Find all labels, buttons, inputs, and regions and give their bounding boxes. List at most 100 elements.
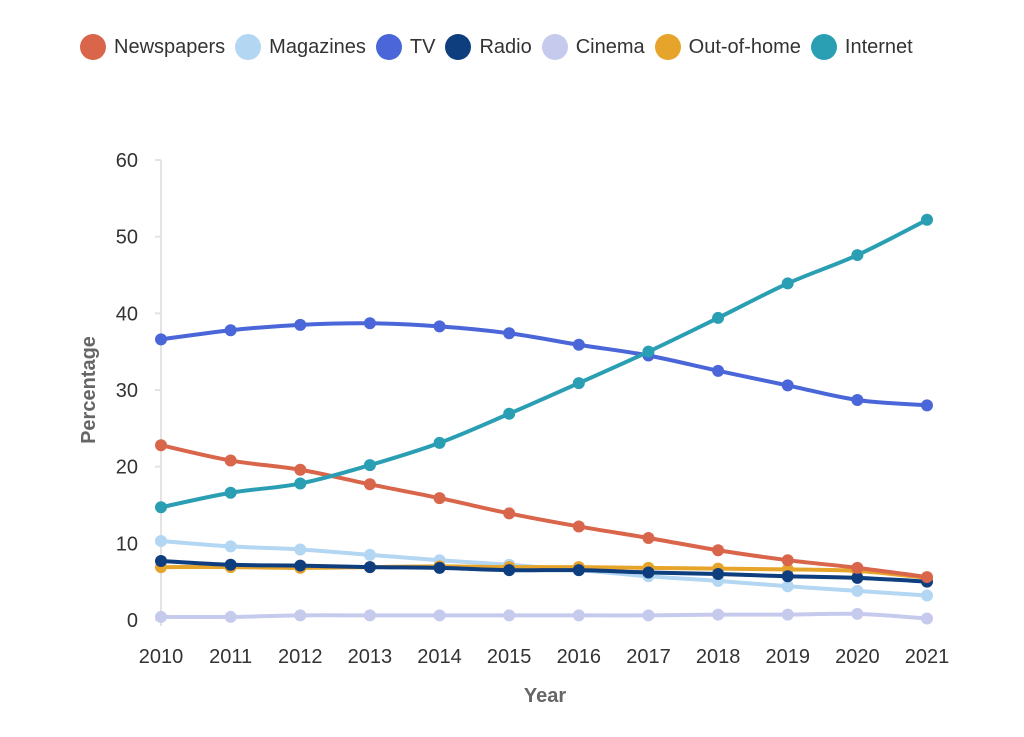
x-tick-label: 2013 [348, 646, 393, 668]
y-tick-label: 60 [116, 150, 138, 172]
series-line-cinema [160, 611, 928, 621]
legend-label: Magazines [269, 35, 366, 58]
data-point-newspapers [155, 439, 167, 452]
legend-item-out-of-home[interactable]: Out-of-home [654, 33, 801, 61]
data-point-newspapers [572, 520, 585, 533]
data-point-radio [294, 559, 307, 572]
x-tick-label: 2017 [626, 646, 671, 668]
data-point-newspapers [363, 478, 376, 491]
data-point-radio [781, 570, 794, 583]
series-line-tv [160, 321, 928, 408]
legend-swatch [375, 34, 402, 60]
data-point-cinema [155, 610, 167, 623]
legend: Newspapers Magazines TV Radio Cinema Out-of-h… [80, 33, 940, 61]
y-tick-label: 0 [127, 610, 138, 632]
data-point-cinema [642, 609, 655, 622]
legend-swatch [541, 34, 568, 60]
data-point-internet [921, 213, 933, 226]
y-tick-label: 10 [116, 533, 138, 555]
data-point-internet [294, 477, 307, 490]
legend-label: Internet [844, 35, 913, 58]
series-line-internet [160, 218, 928, 510]
data-point-radio [155, 554, 167, 567]
data-point-tv [572, 338, 585, 351]
data-point-radio [712, 568, 725, 580]
data-point-cinema [781, 608, 794, 621]
data-point-cinema [572, 609, 585, 622]
data-point-newspapers [712, 544, 725, 557]
legend-item-magazines[interactable]: Magazines [235, 33, 366, 61]
data-point-cinema [921, 612, 933, 625]
x-tick-label: 2018 [696, 646, 741, 668]
data-point-internet [642, 345, 655, 358]
legend-item-internet[interactable]: Internet [810, 33, 913, 61]
data-point-newspapers [294, 463, 307, 476]
data-point-newspapers [921, 571, 933, 584]
y-tick-label: 20 [116, 457, 138, 479]
legend-item-tv[interactable]: TV [375, 33, 436, 61]
data-point-newspapers [851, 561, 864, 574]
x-tick-label: 2021 [905, 646, 950, 668]
x-tick-label: 2011 [209, 646, 252, 668]
data-point-tv [712, 364, 725, 377]
data-point-internet [781, 277, 794, 290]
legend-swatch [445, 34, 472, 60]
legend-label: Newspapers [114, 35, 226, 58]
data-point-newspapers [503, 507, 516, 520]
legend-item-radio[interactable]: Radio [445, 33, 532, 61]
data-point-tv [921, 399, 933, 412]
data-point-cinema [712, 608, 725, 621]
data-point-magazines [921, 589, 933, 602]
x-tick-label: 2014 [417, 646, 462, 668]
x-tick-label: 2010 [139, 646, 184, 668]
data-point-radio [503, 564, 516, 577]
data-point-newspapers [224, 454, 237, 467]
data-point-cinema [363, 609, 376, 622]
series-line-out-of-home [160, 564, 928, 580]
legend-label: Cinema [575, 35, 645, 58]
data-point-tv [294, 318, 307, 331]
x-tick-label: 2020 [835, 646, 880, 668]
y-tick-label: 30 [116, 380, 138, 402]
legend-swatch [810, 34, 837, 60]
data-point-radio [851, 571, 864, 584]
series-line-newspapers [160, 443, 928, 580]
data-point-magazines [363, 548, 376, 561]
data-point-tv [155, 333, 167, 346]
data-point-internet [503, 407, 516, 420]
data-point-cinema [294, 609, 307, 622]
data-point-radio [224, 558, 237, 571]
data-point-internet [712, 311, 725, 324]
data-point-tv [781, 379, 794, 392]
data-point-radio [572, 564, 585, 577]
legend-label: TV [409, 35, 436, 58]
legend-swatch [235, 34, 262, 60]
data-point-internet [224, 486, 237, 499]
data-point-cinema [851, 607, 864, 620]
x-tick-label: 2015 [487, 646, 532, 668]
data-point-newspapers [781, 554, 794, 567]
series-line-radio [160, 558, 928, 584]
data-point-tv [224, 324, 237, 337]
y-tick-label: 50 [116, 227, 138, 249]
data-point-newspapers [642, 531, 655, 544]
legend-swatch [80, 34, 106, 60]
legend-swatch [654, 34, 681, 60]
data-point-cinema [503, 609, 516, 622]
data-point-internet [572, 377, 585, 390]
x-tick-label: 2019 [765, 646, 810, 668]
legend-item-cinema[interactable]: Cinema [541, 33, 645, 61]
data-point-newspapers [433, 492, 446, 505]
data-point-tv [363, 317, 376, 330]
data-point-internet [851, 249, 864, 262]
data-point-radio [363, 561, 376, 574]
legend-label: Radio [479, 35, 532, 58]
data-point-tv [433, 320, 446, 333]
data-point-magazines [851, 584, 864, 597]
data-point-magazines [294, 543, 307, 556]
y-tick-label: 40 [116, 303, 138, 325]
data-point-tv [851, 393, 864, 406]
legend-item-newspapers[interactable]: Newspapers [80, 33, 225, 61]
data-point-radio [642, 566, 655, 579]
